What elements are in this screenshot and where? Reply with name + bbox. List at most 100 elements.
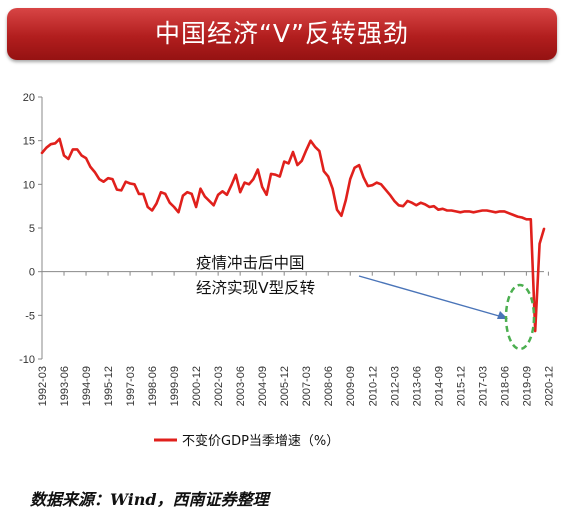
- data-point: [234, 173, 237, 176]
- data-point: [133, 183, 136, 186]
- data-point: [538, 242, 541, 245]
- data-point: [283, 160, 286, 163]
- banner-title: 中国经济“V”反转强劲: [154, 19, 409, 48]
- data-point: [230, 184, 233, 187]
- data-point: [521, 216, 523, 219]
- data-point: [344, 199, 347, 202]
- x-tick-label: 2014-09: [433, 366, 445, 406]
- annotation-line-2: 经济实现V型反转: [196, 279, 315, 297]
- annotation-line-1: 疫情冲击后中国: [196, 254, 305, 272]
- y-tick-label: 20: [23, 92, 35, 104]
- data-point: [199, 187, 202, 190]
- x-tick-label: 2007-03: [301, 366, 313, 406]
- data-point: [186, 191, 189, 194]
- data-point: [239, 191, 242, 194]
- data-point: [494, 211, 497, 214]
- x-tick-label: 2005-12: [279, 366, 291, 406]
- x-tick-label: 2019-09: [521, 366, 533, 406]
- data-point: [314, 145, 316, 148]
- data-point: [322, 170, 325, 173]
- data-point: [252, 178, 255, 181]
- gdp-line-chart: -10 -5 0 5 10 15 20 1992-03 1993-06 1994-09 1995-…: [19, 92, 555, 449]
- data-point: [419, 201, 422, 204]
- x-tick-label: 1999-09: [169, 366, 181, 406]
- data-point: [138, 193, 140, 195]
- x-tick-label: 2013-06: [411, 366, 423, 406]
- x-tick-label: 2015-12: [455, 366, 467, 406]
- y-tick-label: -5: [25, 310, 35, 322]
- data-point: [76, 148, 79, 151]
- data-point: [428, 206, 431, 208]
- data-point: [120, 189, 123, 192]
- data-point: [85, 157, 87, 160]
- data-point: [256, 168, 259, 171]
- data-point: [151, 209, 154, 212]
- data-point: [208, 200, 211, 202]
- data-point: [393, 200, 396, 202]
- data-point: [300, 159, 303, 162]
- data-point: [424, 203, 426, 206]
- x-tick-label: 2010-12: [367, 366, 379, 406]
- data-point: [433, 205, 435, 208]
- y-tick-label: 15: [23, 136, 35, 148]
- data-point: [292, 151, 294, 153]
- data-point: [402, 205, 404, 208]
- data-point: [349, 178, 352, 181]
- data-point: [353, 166, 356, 169]
- data-point: [358, 164, 360, 167]
- data-point: [481, 209, 484, 212]
- data-point: [54, 142, 57, 145]
- data-point: [499, 210, 501, 213]
- data-point: [503, 210, 506, 213]
- data-point: [380, 183, 382, 186]
- x-tick-label: 1992-03: [37, 366, 49, 406]
- data-point: [296, 164, 299, 167]
- data-point: [63, 154, 65, 157]
- data-point: [287, 162, 290, 165]
- data-point: [459, 211, 462, 214]
- data-point: [468, 210, 470, 213]
- axes: [38, 96, 549, 360]
- data-point: [265, 193, 268, 196]
- data-point: [89, 166, 92, 168]
- y-tick-label: 0: [29, 267, 35, 279]
- x-tick-labels: 1992-03 1993-06 1994-09 1995-12 1997-03 1998-…: [37, 366, 555, 406]
- data-point: [182, 194, 184, 197]
- data-point: [543, 228, 545, 230]
- data-point: [446, 209, 448, 212]
- data-point: [336, 208, 338, 211]
- data-point: [490, 210, 493, 213]
- x-tick-label: 2000-12: [191, 366, 203, 406]
- x-tick-label: 1997-03: [125, 366, 137, 406]
- data-point: [318, 150, 321, 153]
- data-point: [362, 176, 365, 179]
- data-point: [327, 175, 330, 178]
- x-tick-label: 2012-03: [389, 366, 401, 406]
- data-point: [534, 330, 537, 332]
- data-point: [450, 209, 453, 212]
- data-point: [331, 187, 334, 190]
- data-point: [190, 193, 193, 195]
- title-banner: 中国经济“V”反转强劲: [7, 8, 557, 60]
- x-tick-label: 2004-09: [257, 366, 269, 406]
- data-point: [516, 215, 519, 218]
- legend-label: 不变价GDP当季增速（%）: [182, 433, 339, 449]
- annotation-layer: 疫情冲击后中国 经济实现V型反转: [196, 254, 536, 351]
- data-point: [146, 206, 149, 208]
- data-point: [375, 181, 378, 184]
- x-tick-label: 2003-06: [235, 366, 247, 406]
- data-point: [384, 188, 387, 191]
- data-point: [71, 148, 74, 151]
- series-layer: [40, 137, 546, 333]
- data-point: [389, 193, 391, 196]
- data-point: [367, 185, 369, 188]
- data-point: [529, 218, 532, 221]
- x-tick-label: 2018-06: [499, 366, 511, 406]
- source-note: 数据来源：Wind，西南证券整理: [30, 490, 269, 509]
- data-point: [116, 188, 118, 191]
- data-point: [261, 186, 264, 188]
- data-point: [485, 209, 488, 212]
- data-point: [93, 171, 96, 174]
- data-point: [45, 146, 48, 149]
- data-point: [129, 182, 132, 185]
